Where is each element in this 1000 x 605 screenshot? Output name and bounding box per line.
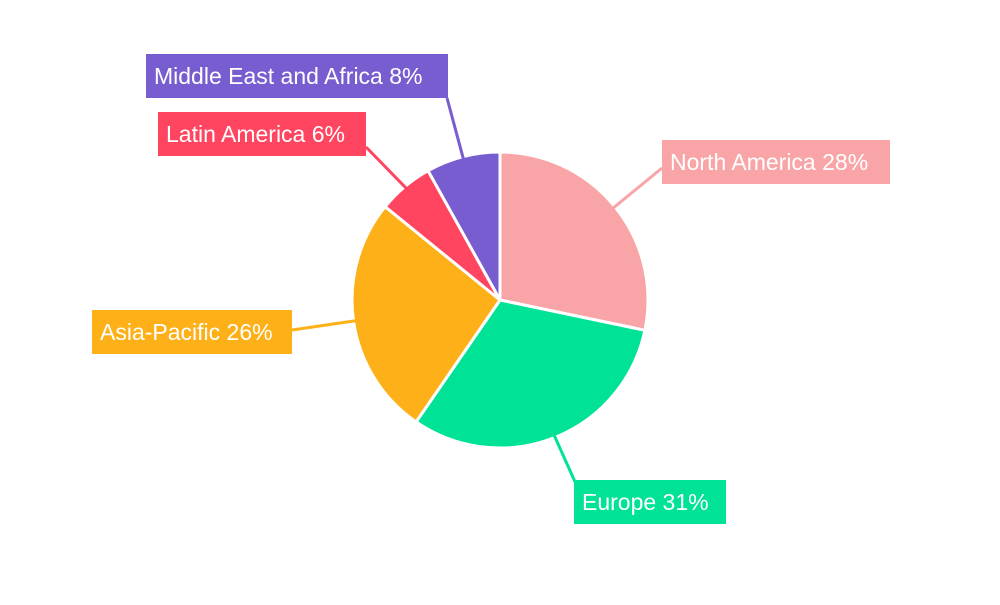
data-label-text: Middle East and Africa 8% <box>154 63 422 89</box>
leader-line-asia-pacific <box>291 319 356 332</box>
leader-line-latin-america <box>364 145 408 190</box>
data-label-box <box>92 310 292 354</box>
leader-line-middle-east-and-africa <box>445 97 465 160</box>
data-label-latin-america: Latin America 6% <box>158 112 366 156</box>
data-label-asia-pacific: Asia-Pacific 26% <box>92 310 292 354</box>
slices-layer <box>350 150 650 450</box>
data-label-text: North America 28% <box>670 149 868 175</box>
leader-line-north-america <box>612 166 663 210</box>
data-label-text: Latin America 6% <box>166 121 345 147</box>
data-label-text: Asia-Pacific 26% <box>100 319 273 345</box>
data-label-box <box>146 54 448 98</box>
data-label-middle-east-and-africa: Middle East and Africa 8% <box>146 54 448 98</box>
data-labels-layer: North America 28% Europe 31% Asia-Pacific … <box>92 54 890 524</box>
data-label-europe: Europe 31% <box>574 480 726 524</box>
leader-line-europe <box>552 434 578 485</box>
data-label-north-america: North America 28% <box>662 140 890 184</box>
data-label-text: Europe 31% <box>582 489 709 515</box>
data-label-box <box>574 480 726 524</box>
leader-lines-layer <box>291 97 663 485</box>
data-label-box <box>158 112 366 156</box>
data-label-box <box>662 140 890 184</box>
